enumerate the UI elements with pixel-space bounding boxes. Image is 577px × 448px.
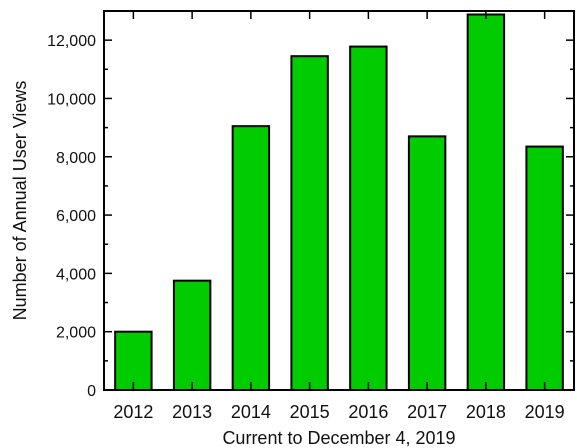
y-tick-label: 2,000 [56,325,96,342]
bar-2012 [114,330,153,392]
y-tick-label: 12,000 [47,33,96,50]
y-tick-label: 4,000 [56,266,96,283]
x-tick-label: 2017 [407,402,447,422]
bar-2017 [407,135,447,391]
x-axis-title: Current to December 4, 2019 [222,428,455,448]
y-tick-label: 0 [87,383,96,400]
y-tick-label: 8,000 [56,150,96,167]
x-tick-label: 2018 [466,402,506,422]
bar-2014 [231,125,271,392]
bar-2015 [290,55,329,391]
bar-2019 [525,145,564,391]
x-tick-label: 2013 [172,402,212,422]
bar-2018 [466,13,506,391]
x-tick-labels: 2012 2013 2014 2015 2016 2017 2018 2019 [113,402,564,422]
x-tick-label: 2012 [113,402,153,422]
plot-frame [103,10,575,391]
bars-group [114,13,564,392]
x-tick-label: 2019 [525,402,565,422]
y-tick-labels: 0 2,000 4,000 6,000 8,000 10,000 12,000 [47,33,96,400]
x-tick-label: 2014 [231,402,271,422]
y-tick-label: 6,000 [56,208,96,225]
y-tick-label: 10,000 [47,91,96,108]
bar-2013 [172,279,212,391]
x-tick-label: 2016 [348,402,388,422]
bar-2016 [349,45,388,392]
y-axis-title: Number of Annual User Views [10,81,30,321]
x-tick-label: 2015 [290,402,330,422]
